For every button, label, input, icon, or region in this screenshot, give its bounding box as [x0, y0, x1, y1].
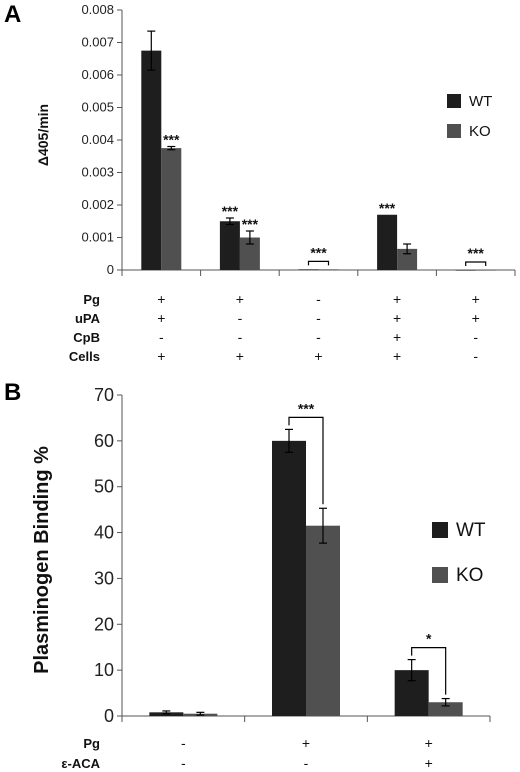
- legend-swatch-wt: [432, 522, 448, 538]
- y-tick-label: 0.005: [81, 100, 114, 115]
- legend-swatch-ko: [432, 567, 448, 583]
- condition-label: ε-ACA: [61, 756, 100, 771]
- condition-symbol: +: [157, 291, 165, 307]
- significance-bracket: [411, 646, 447, 695]
- significance-stars: ***: [222, 203, 239, 219]
- conditions-table-b: Pg - + + ε-ACA - - +: [61, 735, 432, 771]
- significance-stars: ***: [468, 245, 485, 261]
- bar-wt: [455, 270, 476, 271]
- condition-symbol: +: [425, 735, 433, 751]
- legend-swatch-wt: [447, 94, 461, 108]
- condition-symbol: +: [314, 348, 322, 364]
- y-tick-label: 20: [94, 614, 114, 634]
- condition-label: Pg: [83, 736, 100, 751]
- y-tick-label: 0.007: [81, 35, 114, 50]
- condition-label: uPA: [75, 311, 101, 326]
- bar-ko: [161, 148, 182, 270]
- y-tick-label: 0.008: [81, 2, 114, 17]
- y-tick-label: 0.004: [81, 132, 114, 147]
- y-tick-label: 10: [94, 660, 114, 680]
- y-tick-label: 0: [104, 706, 114, 726]
- bar-wt: [219, 221, 240, 270]
- bar-wt: [298, 269, 319, 270]
- conditions-table-a: Pg + + - + + uPA + - - + + CpB - - - + - Cells + + + + -: [69, 291, 480, 364]
- condition-symbol: -: [316, 329, 321, 345]
- condition-symbol: +: [236, 348, 244, 364]
- bar-ko: [306, 525, 340, 716]
- condition-symbol: +: [393, 348, 401, 364]
- condition-label: CpB: [73, 330, 100, 345]
- condition-symbol: +: [425, 755, 433, 771]
- panel-b: B Plasminogen Binding % 010203040506070 …: [4, 379, 491, 771]
- bar-ko: [397, 248, 418, 270]
- y-tick-label: 0: [107, 262, 114, 277]
- significance-b: ****: [288, 400, 447, 695]
- significance-stars: ***: [242, 216, 259, 232]
- condition-symbol: +: [302, 735, 310, 751]
- bars-a: [141, 30, 496, 271]
- y-tick-label: 70: [94, 385, 114, 405]
- condition-symbol: +: [157, 348, 165, 364]
- significance-stars: ***: [298, 400, 315, 416]
- y-tick-label: 0.006: [81, 67, 114, 82]
- condition-symbol: +: [157, 310, 165, 326]
- y-tick-label: 40: [94, 523, 114, 543]
- bar-ko: [475, 270, 496, 271]
- panel-letter-a: A: [4, 1, 21, 28]
- condition-label: Pg: [83, 292, 100, 307]
- panel-letter-b: B: [4, 379, 21, 406]
- condition-symbol: -: [238, 310, 243, 326]
- y-axis-label-b: Plasminogen Binding %: [31, 446, 53, 674]
- condition-symbol: -: [181, 735, 186, 751]
- condition-symbol: -: [316, 291, 321, 307]
- condition-symbol: +: [472, 291, 480, 307]
- y-axis-label-a: Δ405/min: [35, 104, 51, 166]
- condition-symbol: +: [472, 310, 480, 326]
- legend-label-wt: WT: [469, 93, 492, 110]
- bar-wt: [141, 50, 162, 270]
- bars-b: [149, 428, 463, 716]
- condition-symbol: -: [473, 329, 478, 345]
- legend-label-ko: KO: [469, 123, 491, 140]
- y-tick-label: 0.001: [81, 230, 114, 245]
- y-tick-label: 30: [94, 568, 114, 588]
- legend-swatch-ko: [447, 124, 461, 138]
- significance-bracket: [465, 261, 487, 266]
- significance-stars: ***: [310, 244, 327, 260]
- bar-ko: [318, 269, 339, 270]
- bar-wt: [272, 440, 306, 716]
- condition-symbol: +: [393, 291, 401, 307]
- y-tick-label: 0.002: [81, 197, 114, 212]
- condition-symbol: -: [238, 329, 243, 345]
- significance-stars: ***: [163, 132, 180, 148]
- condition-symbol: -: [159, 329, 164, 345]
- legend-label-wt: WT: [456, 520, 486, 541]
- condition-symbol: -: [316, 310, 321, 326]
- y-tick-label: 60: [94, 431, 114, 451]
- condition-symbol: -: [473, 348, 478, 364]
- condition-symbol: -: [181, 755, 186, 771]
- bar-ko: [239, 237, 260, 270]
- condition-symbol: +: [393, 329, 401, 345]
- condition-label: Cells: [69, 349, 100, 364]
- significance-stars: ***: [379, 200, 396, 216]
- condition-symbol: +: [393, 310, 401, 326]
- significance-bracket: [288, 416, 324, 505]
- condition-symbol: +: [236, 291, 244, 307]
- significance-bracket: [307, 260, 330, 266]
- significance-a: ******************: [163, 132, 487, 266]
- panel-a: A Δ405/min 0 0.001 0.002 0.003 0.004 0.005 0.0…: [4, 1, 516, 364]
- significance-stars: *: [426, 631, 432, 647]
- legend-a: WT KO: [447, 93, 492, 140]
- condition-symbol: -: [304, 755, 309, 771]
- legend-label-ko: KO: [456, 565, 483, 586]
- y-axis-a: 0 0.001 0.002 0.003 0.004 0.005 0.006 0.007 0.00…: [81, 2, 516, 277]
- legend-b: WT KO: [432, 520, 486, 586]
- bar-ko: [428, 702, 463, 716]
- y-tick-label: 50: [94, 477, 114, 497]
- y-tick-label: 0.003: [81, 165, 114, 180]
- bar-wt: [377, 214, 398, 270]
